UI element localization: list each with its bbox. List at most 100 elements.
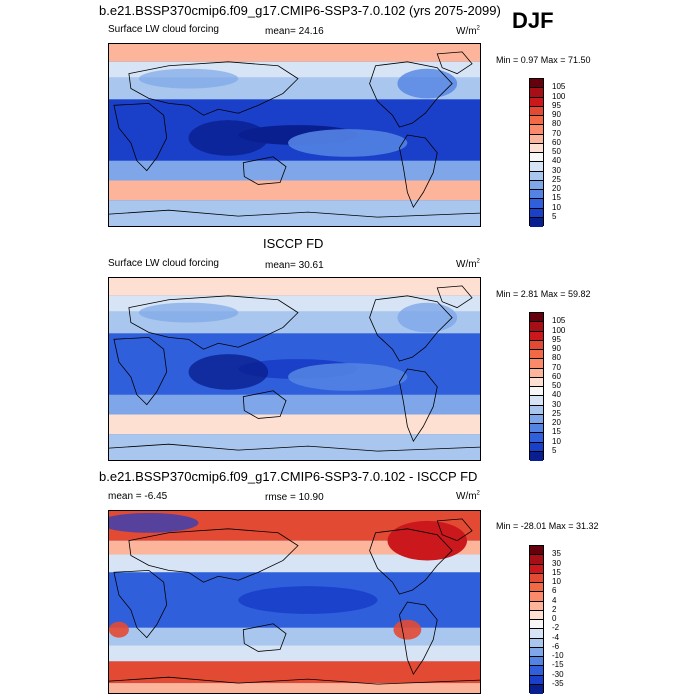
colorbar-swatch bbox=[530, 675, 543, 685]
coastline bbox=[436, 51, 473, 75]
panel2-units: W/m2 bbox=[456, 258, 480, 270]
colorbar-swatch bbox=[530, 424, 543, 434]
colorbar-tick-label: 25 bbox=[552, 174, 561, 184]
field-band bbox=[109, 554, 480, 573]
field-patch bbox=[138, 68, 239, 89]
colorbar-tick-label: 95 bbox=[552, 334, 561, 344]
colorbar-tick-label: 50 bbox=[552, 381, 561, 390]
panel3-rmse: rmse = 10.90 bbox=[265, 492, 324, 503]
colorbar-swatch bbox=[530, 217, 543, 227]
colorbar-swatch bbox=[530, 666, 543, 676]
coastline bbox=[113, 336, 168, 406]
colorbar-tick-label: 20 bbox=[552, 418, 561, 427]
colorbar-tick-label: 5 bbox=[552, 445, 557, 455]
colorbar-tick-label: 105 bbox=[552, 82, 566, 92]
colorbar-tick-label: 5 bbox=[552, 211, 557, 221]
colorbar-tick-label: -6 bbox=[552, 641, 560, 651]
colorbar-swatch bbox=[530, 199, 543, 209]
coastline-antarctica bbox=[109, 209, 480, 218]
colorbar-swatch bbox=[530, 629, 543, 639]
colorbar-tick-label: 15 bbox=[552, 427, 561, 437]
panel3-map bbox=[108, 510, 481, 694]
colorbar-tick-label: 50 bbox=[552, 147, 561, 156]
colorbar-tick-label: -10 bbox=[552, 651, 564, 660]
colorbar-swatch bbox=[530, 610, 543, 620]
colorbar-swatch bbox=[530, 180, 543, 190]
field-patch bbox=[393, 619, 422, 640]
panel1-minmax: Min = 0.97 Max = 71.50 bbox=[496, 55, 591, 65]
colorbar-tick-label: 100 bbox=[552, 91, 566, 101]
panel1-title: b.e21.BSSP370cmip6.f09_g17.CMIP6-SSP3-7.… bbox=[99, 3, 501, 18]
colorbar-swatch bbox=[530, 359, 543, 369]
colorbar-swatch bbox=[530, 555, 543, 565]
colorbar-tick-label: 15 bbox=[552, 193, 561, 203]
colorbar-tick-label: 95 bbox=[552, 100, 561, 110]
colorbar-tick-label: 30 bbox=[552, 165, 561, 175]
colorbar-swatch bbox=[530, 442, 543, 452]
coastline bbox=[128, 528, 299, 583]
panel3-left-label: mean = -6.45 bbox=[108, 491, 168, 502]
field-band bbox=[109, 627, 480, 646]
colorbar-tick-label: 0 bbox=[552, 614, 557, 623]
panel2-left-label: Surface LW cloud forcing bbox=[108, 258, 219, 269]
colorbar-swatch bbox=[530, 387, 543, 397]
coastline bbox=[399, 368, 438, 443]
field-band bbox=[109, 645, 480, 662]
colorbar-swatch bbox=[530, 350, 543, 360]
field-band bbox=[109, 540, 480, 555]
field-patch bbox=[238, 586, 378, 614]
field-band bbox=[109, 44, 480, 62]
colorbar-tick-label: 90 bbox=[552, 110, 561, 119]
panel2-mean: mean= 30.61 bbox=[265, 260, 324, 271]
colorbar-swatch bbox=[530, 106, 543, 116]
colorbar-tick-label: 70 bbox=[552, 362, 561, 372]
colorbar-tick-label: 90 bbox=[552, 344, 561, 353]
panel1-map bbox=[108, 43, 481, 227]
colorbar-tick-label: 80 bbox=[552, 119, 561, 129]
colorbar-tick-label: 15 bbox=[552, 567, 561, 577]
colorbar-swatch bbox=[530, 638, 543, 648]
colorbar-swatch bbox=[530, 97, 543, 107]
colorbar-tick-label: -35 bbox=[552, 678, 564, 688]
field-patch bbox=[288, 363, 408, 391]
colorbar-tick-label: 40 bbox=[552, 156, 561, 166]
coastline-antarctica bbox=[109, 443, 480, 452]
colorbar-tick-label: -2 bbox=[552, 623, 560, 633]
field-patch bbox=[109, 512, 199, 533]
field-patch bbox=[288, 129, 408, 157]
coastline bbox=[113, 102, 168, 172]
colorbar-swatch bbox=[530, 79, 543, 89]
field-patch bbox=[138, 302, 239, 323]
colorbar-swatch bbox=[530, 405, 543, 415]
field-patch bbox=[188, 120, 269, 156]
colorbar-swatch bbox=[530, 88, 543, 98]
field-band bbox=[109, 661, 480, 684]
colorbar-swatch bbox=[530, 143, 543, 153]
colorbar-swatch bbox=[530, 396, 543, 406]
coastline bbox=[436, 285, 473, 309]
field-patch bbox=[188, 354, 269, 390]
coastline bbox=[369, 295, 453, 362]
colorbar-swatch bbox=[530, 116, 543, 126]
panel1-colorbar bbox=[529, 78, 544, 227]
colorbar-swatch bbox=[530, 573, 543, 583]
field-band bbox=[109, 394, 480, 415]
colorbar-tick-label: 10 bbox=[552, 436, 561, 446]
colorbar-swatch bbox=[530, 414, 543, 424]
panel3-minmax: Min = -28.01 Max = 31.32 bbox=[496, 521, 599, 531]
colorbar-swatch bbox=[530, 208, 543, 218]
colorbar-tick-label: 2 bbox=[552, 604, 557, 614]
colorbar-tick-label: 6 bbox=[552, 586, 557, 596]
coastline bbox=[369, 61, 453, 128]
colorbar-tick-label: 80 bbox=[552, 353, 561, 363]
colorbar-tick-label: 30 bbox=[552, 399, 561, 409]
panel2-map bbox=[108, 277, 481, 461]
colorbar-swatch bbox=[530, 162, 543, 172]
coastline bbox=[369, 528, 453, 595]
coastline bbox=[128, 295, 299, 350]
colorbar-tick-label: 60 bbox=[552, 371, 561, 381]
colorbar-tick-label: 35 bbox=[552, 549, 561, 559]
colorbar-swatch bbox=[530, 153, 543, 163]
colorbar-swatch bbox=[530, 322, 543, 332]
coastline bbox=[128, 61, 299, 116]
